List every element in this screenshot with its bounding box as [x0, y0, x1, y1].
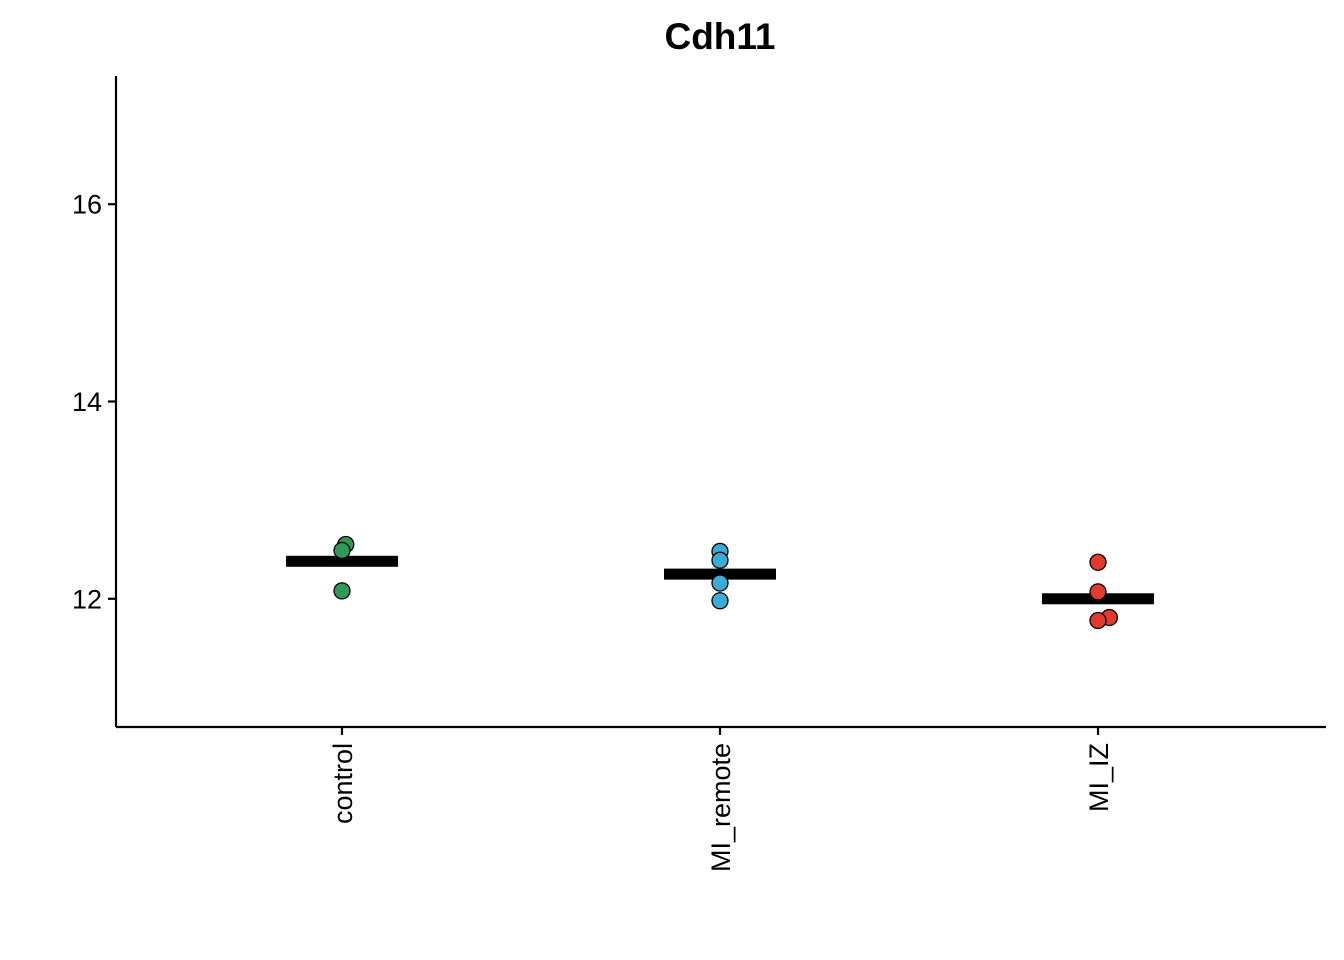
- y-tick-label: 16: [72, 190, 102, 220]
- y-axis: 12 14 16: [72, 76, 118, 727]
- data-points: [333, 535, 1118, 630]
- data-point-MI_IZ: [1089, 553, 1107, 571]
- mean-bar-control: [286, 555, 398, 567]
- x-tick-label: control: [328, 743, 358, 824]
- y-tick-label: 14: [72, 387, 102, 417]
- data-point-control: [333, 582, 351, 600]
- x-axis: control MI_remote MI_IZ: [116, 725, 1326, 872]
- data-point-MI_IZ: [1089, 583, 1107, 601]
- data-point-control: [333, 541, 351, 560]
- x-tick-label: MI_IZ: [1084, 743, 1114, 812]
- mean-bar-MI_remote: [664, 568, 776, 580]
- data-point-MI_IZ: [1089, 611, 1107, 630]
- data-point-MI_remote: [711, 574, 729, 592]
- data-point-MI_remote: [711, 551, 729, 569]
- data-point-MI_remote: [711, 592, 729, 610]
- x-tick-label: MI_remote: [706, 743, 736, 872]
- y-tick-label: 12: [72, 584, 102, 614]
- chart-title: Cdh11: [664, 16, 775, 57]
